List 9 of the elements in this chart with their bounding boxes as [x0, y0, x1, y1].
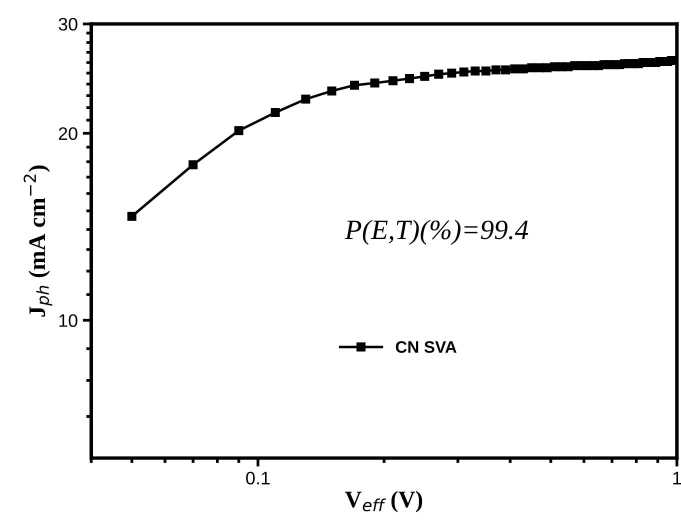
x-tick-label: 1	[673, 472, 681, 484]
y-tick-label: 20	[58, 127, 78, 140]
x-axis-title: V$_{eff}$ (V)	[345, 490, 422, 512]
y-tick-label: 10	[59, 314, 78, 327]
y-axis-title: J$_{ph}$ (mA cm$^{−2}$)	[24, 165, 52, 317]
x-tick-label: 0.1	[246, 472, 270, 485]
legend-label: CN SVA	[396, 341, 456, 353]
y-tick-label: 30	[58, 18, 78, 31]
annotation: P(E,T)(%)=99.4	[344, 220, 528, 245]
